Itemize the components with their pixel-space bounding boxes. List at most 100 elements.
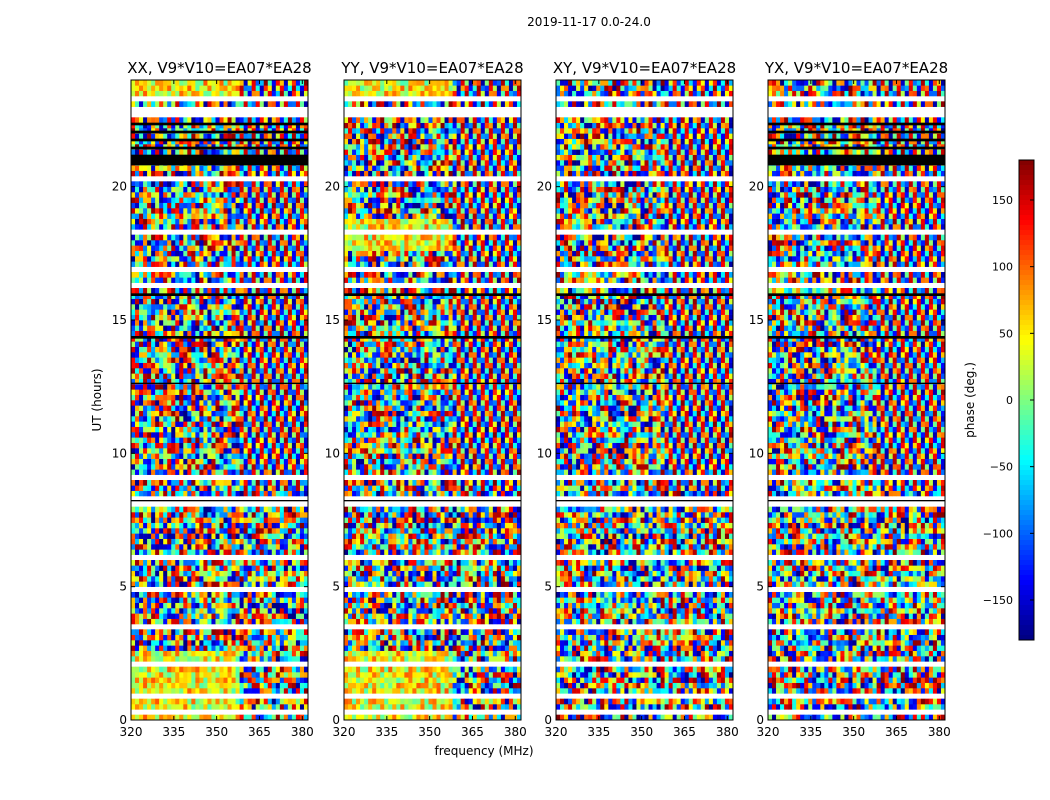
y-tick-label: 15 [325, 313, 340, 327]
colorbar-swatch [1019, 380, 1034, 386]
y-tick-label: 5 [119, 580, 127, 594]
x-tick-label: 350 [418, 725, 441, 739]
colorbar-swatch [1019, 315, 1034, 321]
y-tick-label: 5 [544, 580, 552, 594]
colorbar: −150 −100 −50 0 50 100 150 [983, 159, 1035, 641]
panel-title: YY, V9*V10=EA07*EA28 [340, 59, 523, 77]
colorbar-swatch [1019, 310, 1034, 316]
colorbar-swatch [1019, 280, 1034, 286]
panel-title: YX, V9*V10=EA07*EA28 [764, 59, 948, 77]
colorbar-swatch [1019, 325, 1034, 331]
x-tick-label: 380 [504, 725, 527, 739]
colorbar-swatch [1019, 455, 1034, 461]
y-tick-label: 5 [756, 580, 764, 594]
colorbar-swatch [1019, 595, 1034, 601]
colorbar-label: phase (deg.) [963, 362, 977, 438]
y-tick-label: 20 [112, 180, 127, 194]
phase-heatmap [131, 80, 308, 720]
x-tick-label: 365 [885, 725, 908, 739]
colorbar-swatch [1019, 470, 1034, 476]
colorbar-swatch [1019, 535, 1034, 541]
x-tick-label: 335 [587, 725, 610, 739]
colorbar-swatch [1019, 440, 1034, 446]
x-tick-label: 365 [248, 725, 271, 739]
colorbar-swatch [1019, 410, 1034, 416]
colorbar-swatch [1019, 415, 1034, 421]
x-tick-label: 350 [630, 725, 653, 739]
colorbar-tick-label: −50 [990, 461, 1013, 474]
colorbar-swatch [1019, 385, 1034, 391]
colorbar-tick-label: −150 [983, 594, 1013, 607]
y-tick-label: 0 [119, 713, 127, 727]
y-tick-label: 10 [537, 446, 552, 460]
colorbar-swatch [1019, 330, 1034, 336]
colorbar-swatch [1019, 430, 1034, 436]
panel-xy: XY, V9*V10=EA07*EA28 320 335 350 365 380 0 5 10 1… [537, 59, 739, 739]
colorbar-swatch [1019, 420, 1034, 426]
colorbar-swatch [1019, 495, 1034, 501]
y-tick-label: 15 [112, 313, 127, 327]
colorbar-swatch [1019, 545, 1034, 551]
x-tick-label: 320 [333, 725, 356, 739]
colorbar-tick-label: −100 [983, 527, 1013, 540]
panel-frame [767, 79, 946, 721]
x-tick-label: 335 [799, 725, 822, 739]
colorbar-swatch [1019, 425, 1034, 431]
colorbar-swatch [1019, 560, 1034, 566]
colorbar-swatch [1019, 505, 1034, 511]
y-tick-label: 5 [332, 580, 340, 594]
colorbar-swatch [1019, 240, 1034, 246]
colorbar-swatch [1019, 370, 1034, 376]
x-tick-label: 335 [375, 725, 398, 739]
colorbar-swatch [1019, 485, 1034, 491]
y-tick-label: 0 [544, 713, 552, 727]
panel-xx: XX, V9*V10=EA07*EA28 320 335 350 365 380 0 5 10 1… [112, 59, 314, 739]
x-tick-label: 350 [842, 725, 865, 739]
x-tick-label: 365 [673, 725, 696, 739]
colorbar-tick-label: 0 [1006, 394, 1013, 407]
colorbar-swatch [1019, 210, 1034, 216]
colorbar-swatch [1019, 525, 1034, 531]
colorbar-swatch [1019, 160, 1034, 166]
y-tick-label: 20 [325, 180, 340, 194]
colorbar-swatch [1019, 260, 1034, 266]
x-tick-label: 320 [120, 725, 143, 739]
colorbar-swatch [1019, 170, 1034, 176]
colorbar-swatch [1019, 555, 1034, 561]
colorbar-swatch [1019, 550, 1034, 556]
colorbar-swatch [1019, 340, 1034, 346]
colorbar-swatch [1019, 215, 1034, 221]
colorbar-swatch [1019, 460, 1034, 466]
colorbar-swatch [1019, 620, 1034, 626]
colorbar-swatch [1019, 610, 1034, 616]
colorbar-swatch [1019, 350, 1034, 356]
colorbar-swatch [1019, 290, 1034, 296]
colorbar-swatch [1019, 200, 1034, 206]
colorbar-swatch [1019, 360, 1034, 366]
colorbar-swatch [1019, 285, 1034, 291]
colorbar-swatch [1019, 520, 1034, 526]
y-tick-label: 0 [756, 713, 764, 727]
colorbar-swatch [1019, 570, 1034, 576]
colorbar-swatch [1019, 580, 1034, 586]
x-tick-label: 380 [291, 725, 314, 739]
colorbar-swatch [1019, 510, 1034, 516]
colorbar-swatch [1019, 400, 1034, 406]
colorbar-swatch [1019, 435, 1034, 441]
colorbar-swatch [1019, 615, 1034, 621]
colorbar-swatch [1019, 335, 1034, 341]
phase-heatmap [344, 80, 521, 720]
colorbar-swatch [1019, 225, 1034, 231]
colorbar-tick-label: 150 [992, 194, 1013, 207]
colorbar-swatch [1019, 180, 1034, 186]
figure-title: 2019-11-17 0.0-24.0 [527, 15, 651, 29]
colorbar-swatch [1019, 255, 1034, 261]
colorbar-swatch [1019, 305, 1034, 311]
panel-frame [343, 79, 522, 721]
colorbar-swatch [1019, 175, 1034, 181]
colorbar-swatch [1019, 265, 1034, 271]
colorbar-tick-label: 50 [999, 327, 1013, 340]
x-tick-label: 350 [205, 725, 228, 739]
colorbar-swatch [1019, 395, 1034, 401]
